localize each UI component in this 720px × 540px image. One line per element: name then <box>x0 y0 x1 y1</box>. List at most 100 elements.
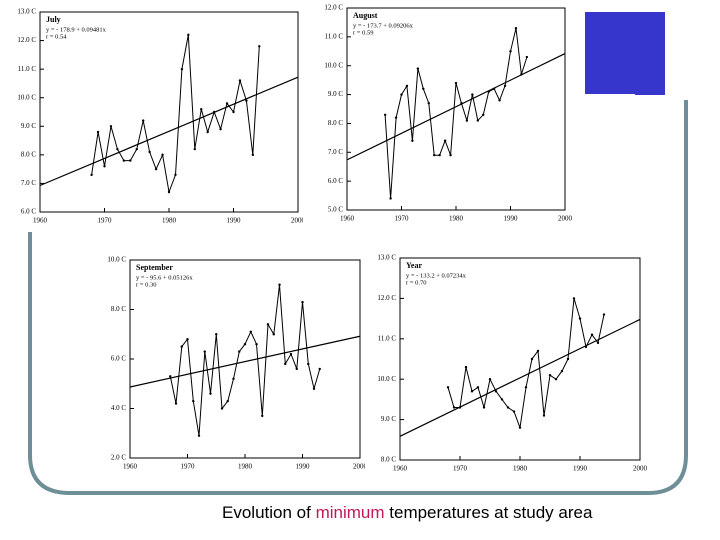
y-tick-label: 8.0 C <box>328 119 344 127</box>
data-point <box>187 33 190 37</box>
data-point <box>464 365 468 369</box>
data-point <box>238 350 241 353</box>
data-point <box>578 317 582 320</box>
data-point <box>602 313 606 316</box>
data-point <box>261 414 264 418</box>
data-point <box>129 159 132 162</box>
y-tick-label: 6.0 C <box>328 177 344 185</box>
y-tick-label: 9.0 C <box>381 415 397 423</box>
x-tick-label: 1980 <box>162 217 177 225</box>
x-tick-label: 2000 <box>291 217 306 225</box>
chart-title: Year <box>406 261 422 270</box>
data-point <box>518 426 522 429</box>
data-point <box>154 167 158 171</box>
data-point <box>215 333 218 336</box>
data-point <box>446 386 450 389</box>
data-point <box>174 402 178 405</box>
data-point <box>226 399 229 403</box>
data-point <box>193 147 196 151</box>
caption: Evolution of minimum temperatures at stu… <box>222 503 592 523</box>
data-point <box>454 81 458 85</box>
data-point <box>503 84 507 88</box>
data-point <box>509 50 512 53</box>
data-point <box>232 377 235 380</box>
data-point <box>220 407 224 410</box>
annotation: r = 0.59 <box>353 29 373 36</box>
data-point <box>438 153 441 157</box>
trend-line <box>346 53 566 161</box>
y-tick-label: 10.0 C <box>324 61 343 69</box>
x-tick-label: 1980 <box>449 215 464 223</box>
charts: 6.0 C 7.0 C 8.0 C 9.0 C 10.0 C 11.0 C 12.0 C 13… <box>0 0 648 482</box>
data-point <box>116 147 119 151</box>
y-tick-label: 7.0 C <box>21 179 37 187</box>
chart: 6.0 C 7.0 C 8.0 C 9.0 C 10.0 C 11.0 C 12.0 C 13… <box>0 0 306 232</box>
data-point <box>560 369 564 373</box>
data-point <box>289 352 293 356</box>
trend-line <box>399 318 641 437</box>
data-point <box>482 406 486 409</box>
chart-background <box>0 0 305 232</box>
y-tick-label: 9.0 C <box>21 122 37 130</box>
data-point <box>494 390 498 393</box>
data-point <box>476 386 480 389</box>
y-tick-label: 10.0 C <box>107 256 126 264</box>
data-point <box>452 406 456 409</box>
x-tick-label: 1960 <box>123 463 138 471</box>
x-tick-label: 1960 <box>33 217 48 225</box>
data-point <box>566 357 570 361</box>
data-point <box>416 67 420 70</box>
y-tick-label: 11.0 C <box>325 32 344 40</box>
x-tick-label: 1970 <box>181 463 196 471</box>
y-tick-label: 11.0 C <box>378 334 397 342</box>
y-tick-label: 13.0 C <box>377 254 396 262</box>
data-point <box>389 197 392 200</box>
data-point <box>465 119 469 122</box>
data-point <box>405 84 409 88</box>
data-point <box>284 362 287 366</box>
caption-text: temperatures at study area <box>389 503 593 522</box>
deco-block <box>585 12 665 95</box>
x-tick-label: 1990 <box>573 465 588 473</box>
data-point <box>449 153 452 157</box>
data-point <box>180 67 184 71</box>
annotation: y = - 133.2 + 0.07234x <box>406 272 467 279</box>
data-point <box>249 330 252 333</box>
data-point <box>245 99 248 102</box>
data-point <box>470 390 474 393</box>
data-point <box>209 392 212 395</box>
data-point <box>506 406 510 409</box>
data-point <box>596 341 600 345</box>
data-point <box>200 107 203 111</box>
chart-title: August <box>353 11 378 20</box>
data-point <box>206 130 209 134</box>
y-tick-label: 9.0 C <box>328 90 344 98</box>
y-tick-label: 10.0 C <box>377 375 396 383</box>
x-tick-label: 1990 <box>227 217 242 225</box>
chart: 2.0 C 4.0 C 6.0 C 8.0 C 10.0 C 1960 1970 1980 19… <box>92 250 368 482</box>
data-point <box>278 283 281 286</box>
y-tick-label: 4.0 C <box>111 404 127 412</box>
data-point <box>225 102 229 105</box>
trend-line <box>129 335 361 388</box>
data-point <box>169 375 172 378</box>
data-point <box>536 349 540 353</box>
data-point <box>460 102 463 105</box>
trend-line <box>39 76 299 187</box>
frame <box>28 100 688 495</box>
y-tick-label: 5.0 C <box>328 206 344 214</box>
data-point <box>525 55 529 59</box>
data-point <box>443 139 447 142</box>
data-point <box>219 127 222 131</box>
data-point <box>394 116 398 119</box>
data-point <box>512 410 516 413</box>
data-point <box>572 297 576 300</box>
data-point <box>272 333 275 336</box>
data-point <box>192 399 195 403</box>
caption-text: Evolution of <box>222 503 311 522</box>
annotation: y = - 95.6 + 0.05126x <box>136 274 193 281</box>
data-point <box>400 93 403 96</box>
data-point <box>148 150 151 154</box>
